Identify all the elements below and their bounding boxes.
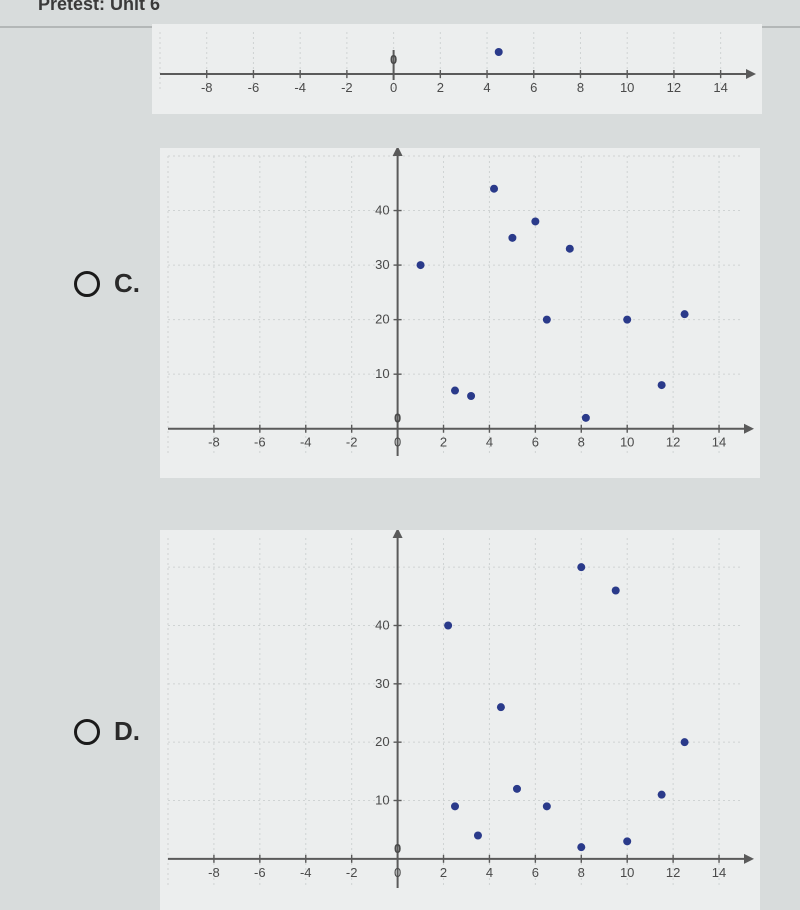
svg-text:0: 0	[394, 865, 401, 880]
svg-text:8: 8	[577, 80, 584, 95]
svg-text:-8: -8	[208, 435, 220, 450]
svg-text:10: 10	[620, 435, 634, 450]
svg-text:-6: -6	[248, 80, 260, 95]
chart-d: -8 -6 -4 -2 0 2 4 6 8 10 12 14 0 10 20 30 40	[160, 530, 760, 910]
svg-text:8: 8	[578, 865, 585, 880]
svg-text:6: 6	[532, 865, 539, 880]
svg-text:12: 12	[667, 80, 681, 95]
svg-text:-2: -2	[346, 865, 358, 880]
svg-text:0: 0	[390, 52, 397, 67]
svg-text:2: 2	[440, 865, 447, 880]
svg-text:0: 0	[394, 841, 401, 856]
option-c-label: C.	[114, 268, 140, 299]
breadcrumb: Pretest: Unit 6	[38, 0, 160, 15]
svg-text:20: 20	[375, 734, 389, 749]
svg-text:10: 10	[620, 865, 634, 880]
svg-text:8: 8	[578, 435, 585, 450]
svg-text:0: 0	[394, 435, 401, 450]
svg-text:14: 14	[712, 435, 726, 450]
svg-text:-2: -2	[346, 435, 358, 450]
svg-text:0: 0	[390, 80, 397, 95]
svg-text:30: 30	[375, 257, 389, 272]
svg-text:-8: -8	[201, 80, 213, 95]
svg-text:40: 40	[375, 618, 389, 633]
chart-c: -8 -6 -4 -2 0 2 4 6 8 10 12 14 0 10 20 30 40	[160, 148, 760, 478]
option-d-label: D.	[114, 716, 140, 747]
svg-text:12: 12	[666, 435, 680, 450]
svg-text:30: 30	[375, 676, 389, 691]
svg-text:12: 12	[666, 865, 680, 880]
option-d-row[interactable]: D.	[74, 716, 140, 747]
svg-text:40: 40	[375, 203, 389, 218]
svg-text:4: 4	[483, 80, 490, 95]
svg-text:2: 2	[440, 435, 447, 450]
svg-text:4: 4	[486, 435, 493, 450]
radio-c[interactable]	[74, 271, 100, 297]
svg-text:10: 10	[375, 793, 389, 808]
svg-text:-6: -6	[254, 435, 266, 450]
svg-text:14: 14	[712, 865, 726, 880]
numberline-chart: -8 -6 -4 -2 0 2 4 6 8 10 12 14 0	[152, 24, 762, 114]
svg-text:10: 10	[620, 80, 634, 95]
svg-text:-2: -2	[341, 80, 353, 95]
svg-text:20: 20	[375, 312, 389, 327]
svg-text:14: 14	[713, 80, 727, 95]
svg-text:-4: -4	[294, 80, 306, 95]
svg-text:4: 4	[486, 865, 493, 880]
svg-text:-8: -8	[208, 865, 220, 880]
svg-text:0: 0	[394, 411, 401, 426]
svg-text:6: 6	[532, 435, 539, 450]
svg-text:-6: -6	[254, 865, 266, 880]
svg-text:-4: -4	[300, 435, 312, 450]
svg-text:10: 10	[375, 366, 389, 381]
radio-d[interactable]	[74, 719, 100, 745]
svg-text:-4: -4	[300, 865, 312, 880]
svg-text:2: 2	[437, 80, 444, 95]
svg-text:6: 6	[530, 80, 537, 95]
option-c-row[interactable]: C.	[74, 268, 140, 299]
